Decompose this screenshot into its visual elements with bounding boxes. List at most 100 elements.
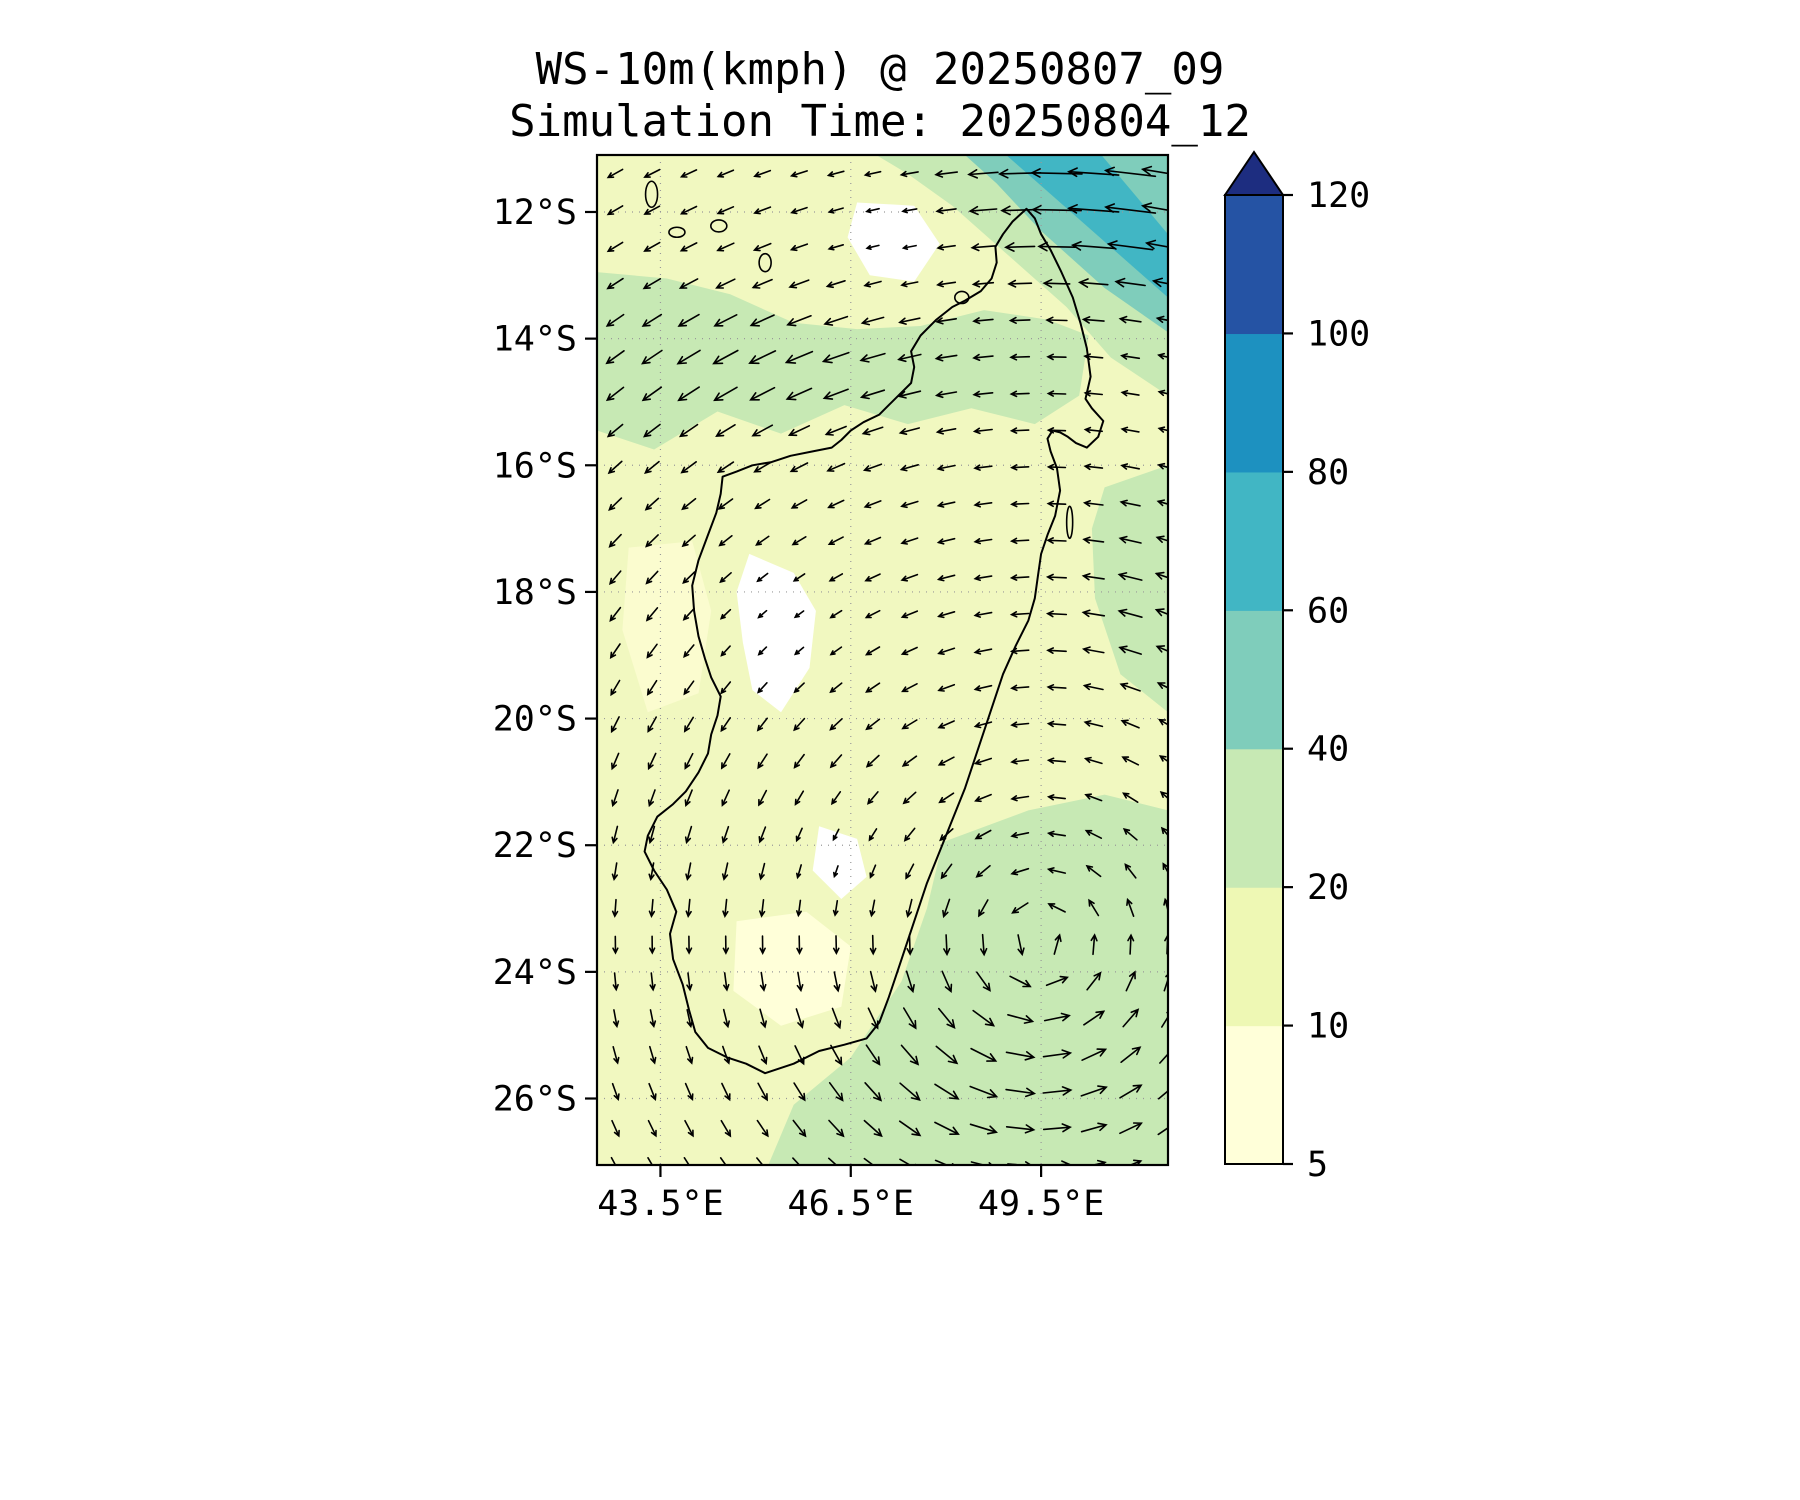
wind-arrow <box>678 278 699 289</box>
wind-arrow <box>1046 500 1067 508</box>
wind-arrow <box>1045 610 1068 618</box>
wind-arrow <box>610 716 620 734</box>
wind-arrow <box>759 971 767 992</box>
island-nosy-be <box>954 290 970 305</box>
wind-arrow <box>1046 427 1067 434</box>
wind-arrow <box>829 682 843 694</box>
wind-arrow <box>829 754 843 769</box>
wind-arrow <box>973 501 993 508</box>
wind-arrow <box>645 570 659 585</box>
chart-subtitle: Simulation Time: 20250804_12 <box>509 96 1251 147</box>
wind-arrow <box>752 242 772 252</box>
wind-arrow <box>713 314 738 327</box>
wind-arrow <box>1009 353 1031 361</box>
wind-arrow <box>790 206 808 215</box>
wind-arrow <box>1080 1122 1108 1133</box>
wind-arrow <box>605 313 625 327</box>
wind-arrow <box>1053 933 1062 955</box>
wind-arrow <box>1081 609 1106 618</box>
wind-arrow <box>753 169 772 178</box>
wind-arrow <box>1045 316 1068 324</box>
colorbar: 5 10 20 40 60 80 100 120 <box>1223 150 1370 1185</box>
wind-arrow <box>648 862 655 882</box>
wind-arrow <box>716 461 735 474</box>
wind-arrow <box>759 935 766 955</box>
wind-arrow <box>1009 975 1032 988</box>
colorbar-tick-label: 40 <box>1307 730 1349 770</box>
wind-arrow <box>608 570 622 585</box>
wind-arrow <box>934 170 958 178</box>
wind-arrow <box>943 934 951 957</box>
colorbar-segment-60-80 <box>1225 471 1283 611</box>
wind-arrow <box>974 793 992 803</box>
wind-arrow <box>1009 611 1030 618</box>
wind-arrow <box>863 170 882 178</box>
wind-arrow <box>611 862 618 882</box>
wind-arrow <box>646 643 658 659</box>
wind-arrow <box>1046 867 1067 874</box>
wind-arrow <box>1046 720 1067 728</box>
wind-arrow <box>1119 1122 1143 1135</box>
wind-arrow <box>859 352 886 363</box>
x-tick-label: 46.5°E <box>788 1184 914 1224</box>
wind-arrow <box>900 1044 920 1066</box>
wind-arrow <box>787 425 811 437</box>
wind-arrow <box>901 755 918 767</box>
wind-arrow <box>1010 721 1030 728</box>
wind-arrow <box>978 899 989 918</box>
wind-arrow <box>940 863 953 880</box>
wind-arrow <box>972 427 993 435</box>
wind-arrow <box>683 716 694 733</box>
y-tick-label: 22°S <box>493 826 577 866</box>
colorbar-tick-label: 60 <box>1307 591 1349 631</box>
wind-arrow <box>1046 830 1066 838</box>
wind-arrow <box>641 313 663 327</box>
wind-arrow <box>899 464 919 472</box>
wind-arrow <box>649 935 656 955</box>
wind-arrow <box>905 898 913 919</box>
wind-arrow <box>1077 278 1109 288</box>
wind-arrow <box>828 573 844 582</box>
wind-arrow <box>973 684 993 692</box>
contour-region-calm-patch-west-island <box>736 553 816 713</box>
wind-arrow <box>715 424 736 438</box>
wind-arrow <box>1090 1159 1107 1165</box>
wind-arrow <box>648 898 656 918</box>
wind-arrow <box>936 501 956 508</box>
wind-arrow <box>792 1119 807 1138</box>
wind-arrow <box>898 317 921 325</box>
wind-arrow <box>832 828 840 842</box>
wind-arrow <box>827 244 844 251</box>
wind-arrow <box>861 426 884 436</box>
wind-arrow <box>721 862 729 881</box>
wind-arrow <box>867 1007 879 1030</box>
wind-arrow <box>898 427 920 435</box>
x-tick-label: 49.5°E <box>978 1184 1104 1224</box>
wind-arrow <box>972 317 994 325</box>
wind-arrow <box>796 899 802 918</box>
wind-arrow <box>794 790 805 806</box>
wind-arrow <box>1010 832 1030 839</box>
wind-arrow <box>967 169 999 179</box>
wind-arrow <box>611 789 619 808</box>
wind-arrow <box>1085 864 1102 878</box>
wind-arrow <box>973 538 993 545</box>
wind-arrow <box>968 205 998 216</box>
y-tick-label: 26°S <box>493 1080 577 1120</box>
wind-arrow <box>606 423 624 438</box>
wind-arrow <box>680 461 697 474</box>
wind-arrow <box>936 537 956 545</box>
colorbar-tick-label: 5 <box>1307 1145 1328 1185</box>
wind-arrow <box>758 862 766 881</box>
wind-arrow <box>830 791 842 806</box>
wind-arrow <box>644 497 660 511</box>
wind-arrow <box>1083 756 1103 765</box>
wind-arrow <box>938 792 955 804</box>
colorbar-segment-80-100 <box>1225 333 1283 473</box>
wind-arrow <box>1121 756 1140 766</box>
wind-arrow <box>863 1157 880 1165</box>
wind-arrow <box>1081 646 1105 654</box>
wind-arrow <box>679 169 698 178</box>
wind-arrow <box>1046 757 1067 764</box>
wind-arrow <box>829 646 843 656</box>
